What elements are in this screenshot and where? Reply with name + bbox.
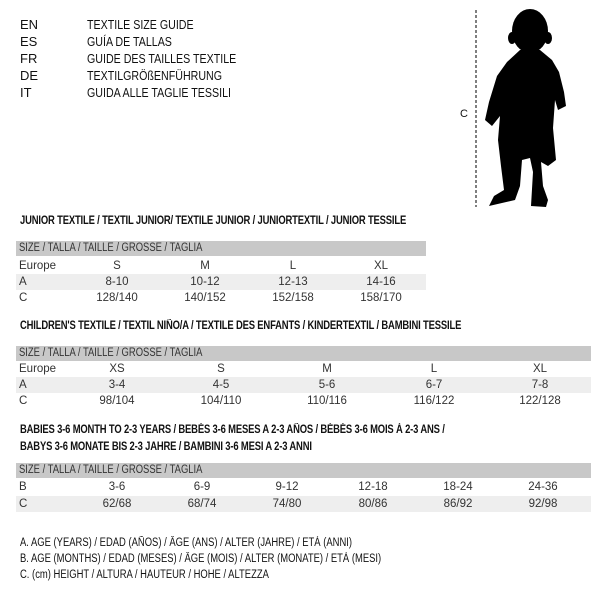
row-label: B (19, 481, 27, 493)
cell: 80/86 (358, 498, 388, 510)
cell: 128/140 (96, 292, 138, 304)
lang-code-en: EN (20, 17, 39, 32)
cell: XL (373, 260, 389, 272)
cell: 14-16 (366, 276, 396, 288)
cell: S (217, 363, 225, 375)
cell: 116/122 (413, 395, 455, 407)
cell: 92/98 (528, 498, 558, 510)
cell: 5-6 (318, 379, 336, 391)
cell: 3-6 (108, 481, 126, 493)
lang-title-fr: GUIDE DES TAILLES TEXTILE (87, 51, 237, 66)
row-label: Europe (19, 363, 57, 375)
table-row: A 3-4 4-5 5-6 6-7 7-8 (16, 377, 591, 393)
junior-title: JUNIOR TEXTILE / TEXTIL JUNIOR/ TEXTILE … (20, 215, 407, 227)
lang-title-it: GUIDA ALLE TAGLIE TESSILI (87, 85, 231, 100)
row-label: C (19, 395, 28, 407)
legend-b: B. AGE (MONTHS) / EDAD (MESES) / ÂGE (MO… (20, 553, 382, 565)
cell: 6-7 (425, 379, 443, 391)
cell: 24-36 (528, 481, 558, 493)
cell: 98/104 (99, 395, 135, 407)
table-row: C 128/140 140/152 152/158 158/170 (16, 290, 426, 306)
cell: 104/110 (200, 395, 242, 407)
cell: 86/92 (443, 498, 473, 510)
babies-header: SIZE / TALLA / TAILLE / GRÖSSE / TAGLIA (19, 464, 203, 476)
children-title: CHILDREN'S TEXTILE / TEXTIL NIÑO/A / TEX… (20, 320, 462, 332)
cell: 110/116 (307, 395, 347, 407)
cell: 122/128 (519, 395, 561, 407)
babies-title-line1: BABIES 3-6 MONTH TO 2-3 YEARS / BEBÉS 3-… (20, 424, 445, 436)
row-label: C (19, 498, 28, 510)
lang-title-en: TEXTILE SIZE GUIDE (87, 17, 194, 32)
cell: XL (532, 363, 548, 375)
cell: L (289, 260, 297, 272)
lang-title-es: GUÍA DE TALLAS (87, 34, 172, 49)
cell: 152/158 (272, 292, 314, 304)
legend-a: A. AGE (YEARS) / EDAD (AÑOS) / ÂGE (ANS)… (20, 537, 353, 549)
lang-code-es: ES (20, 34, 38, 49)
row-label: A (19, 379, 27, 391)
cell: L (430, 363, 438, 375)
table-row: Europe S M L XL (16, 258, 426, 274)
lang-code-fr: FR (20, 51, 38, 66)
table-row: C 62/68 68/74 74/80 80/86 86/92 92/98 (16, 496, 591, 512)
cell: XS (109, 363, 125, 375)
row-label: Europe (19, 260, 57, 272)
cell: 7-8 (531, 379, 549, 391)
cell: 3-4 (108, 379, 126, 391)
cell: M (200, 260, 210, 272)
junior-header: SIZE / TALLA / TAILLE / GRÖSSE / TAGLIA (19, 242, 203, 254)
cell: 158/170 (360, 292, 402, 304)
cell: 8-10 (105, 276, 129, 288)
babies-title-line2: BABYS 3-6 MONATE BIS 2-3 JAHRE / BAMBINI… (20, 441, 312, 453)
lang-code-it: IT (20, 85, 32, 100)
cell: 140/152 (184, 292, 226, 304)
child-silhouette-icon (475, 9, 566, 207)
table-row: Europe XS S M L XL (16, 361, 591, 377)
cell: 62/68 (102, 498, 132, 510)
legend-c: C. (cm) HEIGHT / ALTURA / HAUTEUR / HÖHE… (20, 569, 269, 581)
row-label: C (19, 292, 28, 304)
cell: 12-13 (278, 276, 308, 288)
row-label: A (19, 276, 27, 288)
cell: S (113, 260, 121, 272)
cell: 4-5 (212, 379, 230, 391)
children-header: SIZE / TALLA / TAILLE / GRÖSSE / TAGLIA (19, 347, 203, 359)
cell: M (322, 363, 332, 375)
cell: 10-12 (190, 276, 220, 288)
height-label: C (460, 108, 468, 120)
table-row: B 3-6 6-9 9-12 12-18 18-24 24-36 (16, 479, 591, 495)
cell: 68/74 (187, 498, 217, 510)
cell: 74/80 (272, 498, 302, 510)
table-row: A 8-10 10-12 12-13 14-16 (16, 274, 426, 290)
cell: 18-24 (443, 481, 473, 493)
lang-code-de: DE (20, 68, 39, 83)
table-row: C 98/104 104/110 110/116 116/122 122/128 (16, 393, 591, 409)
cell: 9-12 (275, 481, 299, 493)
lang-title-de: TEXTILGRÖßENFÜHRUNG (87, 68, 223, 83)
cell: 6-9 (193, 481, 211, 493)
cell: 12-18 (358, 481, 388, 493)
